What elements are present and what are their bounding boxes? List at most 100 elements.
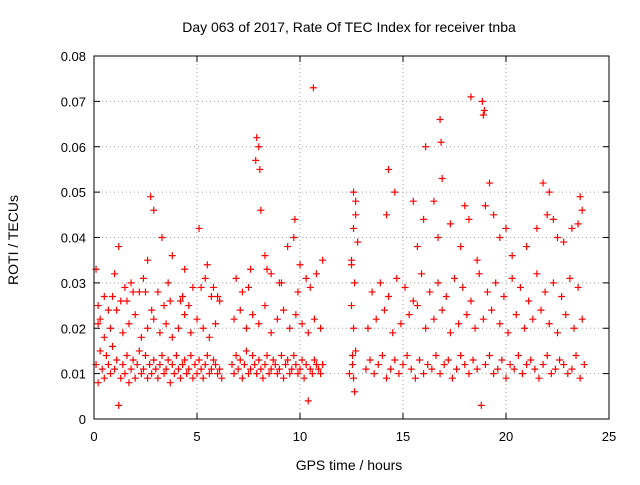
data-point xyxy=(209,356,217,364)
data-point xyxy=(123,297,131,305)
data-point xyxy=(348,302,355,310)
data-point xyxy=(461,361,469,369)
data-point xyxy=(174,324,182,332)
x-tick-label: 20 xyxy=(499,429,513,444)
data-point xyxy=(312,270,320,278)
data-point xyxy=(162,365,170,373)
data-point xyxy=(350,224,358,232)
data-point xyxy=(189,374,197,382)
data-point xyxy=(207,292,215,300)
data-point xyxy=(170,370,178,378)
data-point xyxy=(286,324,294,332)
data-point xyxy=(490,211,498,219)
data-point xyxy=(193,370,201,378)
data-point xyxy=(302,274,310,282)
data-point xyxy=(252,156,260,164)
data-point xyxy=(372,315,380,323)
data-point xyxy=(391,188,399,196)
data-point xyxy=(135,347,143,355)
data-point xyxy=(430,315,438,323)
data-point xyxy=(166,297,174,305)
data-point xyxy=(354,238,362,246)
data-point xyxy=(298,320,306,328)
data-point xyxy=(257,206,265,214)
data-point xyxy=(352,211,360,219)
data-point xyxy=(263,265,271,273)
data-point xyxy=(115,401,123,409)
data-point xyxy=(113,306,121,314)
data-point xyxy=(351,279,359,287)
data-point xyxy=(127,365,135,373)
data-point xyxy=(168,252,176,260)
data-point xyxy=(508,274,516,282)
data-point xyxy=(473,365,481,373)
data-point xyxy=(385,292,393,300)
chart-title: Day 063 of 2017, Rate Of TEC Index for r… xyxy=(182,19,516,35)
data-point xyxy=(576,193,584,201)
data-point xyxy=(255,143,263,151)
data-point xyxy=(570,324,578,332)
y-tick-label: 0.02 xyxy=(61,321,86,336)
data-point xyxy=(135,288,143,296)
data-point xyxy=(440,361,448,369)
data-point xyxy=(111,270,119,278)
data-point xyxy=(574,220,582,228)
data-point xyxy=(201,361,209,369)
data-point xyxy=(193,315,201,323)
x-axis-label: GPS time / hours xyxy=(296,457,403,473)
data-point xyxy=(537,306,545,314)
data-point xyxy=(247,365,255,373)
data-point xyxy=(197,365,205,373)
data-point xyxy=(238,374,246,382)
data-point xyxy=(376,279,384,287)
data-point xyxy=(267,365,275,373)
data-point xyxy=(317,370,325,378)
y-tick-label: 0.04 xyxy=(61,231,86,246)
data-point xyxy=(345,370,353,378)
data-point xyxy=(560,238,568,246)
data-point xyxy=(187,329,195,337)
data-point xyxy=(238,288,246,296)
y-tick-label: 0.01 xyxy=(61,367,86,382)
data-point xyxy=(113,356,121,364)
data-point xyxy=(486,351,494,359)
y-tick-label: 0.05 xyxy=(61,185,86,200)
data-point xyxy=(556,356,564,364)
data-point xyxy=(554,329,561,337)
data-point xyxy=(174,365,182,373)
data-point xyxy=(436,116,444,124)
data-point xyxy=(214,370,222,378)
data-point xyxy=(496,320,504,328)
data-point xyxy=(150,356,158,364)
data-point xyxy=(150,315,158,323)
data-point xyxy=(391,356,399,364)
data-point xyxy=(147,193,155,201)
data-point xyxy=(291,215,299,223)
data-point xyxy=(261,361,269,369)
data-point xyxy=(207,365,215,373)
data-point xyxy=(479,111,487,119)
data-point xyxy=(296,365,304,373)
data-point xyxy=(352,347,360,355)
data-point xyxy=(562,311,570,319)
data-point xyxy=(256,165,264,173)
data-point xyxy=(558,292,566,300)
data-point xyxy=(350,188,358,196)
data-point xyxy=(393,274,401,282)
data-point xyxy=(486,179,494,187)
data-point xyxy=(292,361,300,369)
y-tick-label: 0.03 xyxy=(61,276,86,291)
data-point xyxy=(249,311,257,319)
data-point xyxy=(255,320,263,328)
data-point xyxy=(306,283,314,291)
data-point xyxy=(527,356,535,364)
data-point xyxy=(374,361,382,369)
data-point xyxy=(197,283,205,291)
data-point xyxy=(179,292,187,300)
data-point xyxy=(304,329,312,337)
data-point xyxy=(284,356,292,364)
data-point xyxy=(533,224,541,232)
data-point xyxy=(189,283,197,291)
data-point xyxy=(203,351,211,359)
